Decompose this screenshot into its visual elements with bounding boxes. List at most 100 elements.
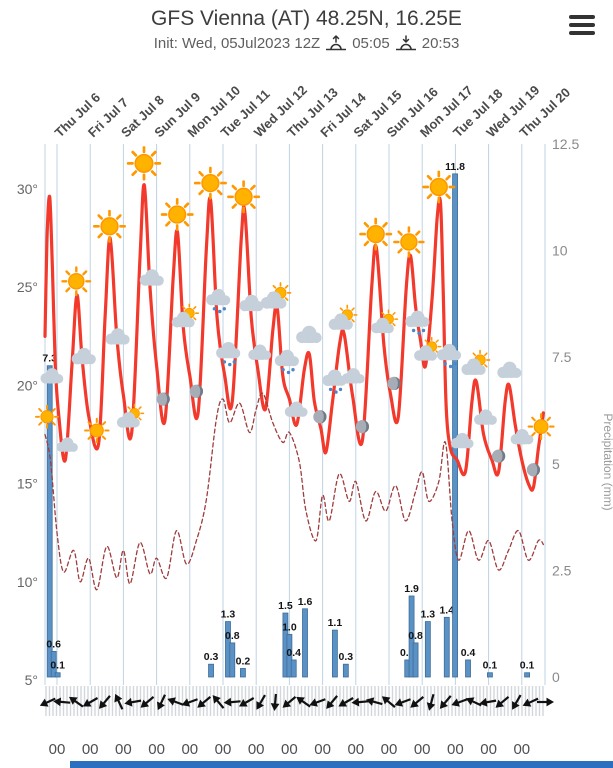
cloud-icon — [284, 401, 308, 418]
precip-bar — [50, 651, 57, 678]
moon-icon — [387, 376, 401, 391]
hour-label: 00 — [513, 741, 530, 758]
precip-bar-label: 0.3 — [204, 651, 219, 663]
sun-icon — [393, 226, 425, 258]
dew-point-line — [44, 392, 545, 591]
sun-icon — [359, 217, 393, 251]
precip-tick-label: 10 — [552, 243, 568, 259]
hamburger-icon — [569, 31, 595, 35]
precip-bar-label: 0.1 — [520, 660, 535, 672]
cloud-icon — [510, 428, 534, 445]
meteogram-chart: 7.30.60.10.31.30.80.21.51.00.41.61.10.3 0… — [17, 82, 613, 758]
precip-tick-label: 2.5 — [552, 562, 572, 578]
hour-label: 00 — [248, 741, 265, 758]
precip-bar — [465, 659, 471, 678]
precip-bar — [408, 595, 415, 678]
precip-bar-label: 0.8 — [408, 630, 423, 642]
sun-icon — [160, 197, 194, 232]
hour-label: 00 — [381, 741, 398, 758]
series-layer — [43, 183, 545, 591]
hour-label: 00 — [181, 741, 198, 758]
sunrise-icon — [326, 35, 347, 51]
sun-cloud-icon — [371, 310, 398, 333]
precip-bar-label: 1.4 — [439, 604, 454, 616]
precip-tick-label: 12.5 — [552, 136, 579, 152]
wind-arrow — [79, 693, 101, 712]
precip-bar — [443, 616, 450, 678]
sun-icon — [193, 166, 227, 200]
precip-bar-label: 0.2 — [236, 655, 251, 667]
hour-label: 00 — [115, 741, 132, 758]
precip-bar-label: 0.8 — [225, 630, 240, 642]
wind-arrow — [36, 693, 59, 711]
precip-bars-layer: 7.30.60.10.31.30.80.21.51.00.41.61.10.3 0… — [42, 161, 535, 678]
precip-tick-label: 0 — [552, 669, 560, 685]
precip-bar-label: 1.0 — [282, 621, 297, 633]
hour-label: 00 — [314, 741, 331, 758]
cloud-icon — [40, 368, 64, 384]
precip-bar-label: 0.4 — [461, 647, 476, 659]
precip-bar-label: 11.8 — [445, 161, 465, 173]
precip-bar-label: 1.5 — [278, 600, 293, 612]
precip-axis-title: Precipitation (mm) — [601, 413, 613, 510]
sun-cloud-icon — [329, 305, 357, 329]
cloud-icon — [71, 347, 96, 365]
cloud-icon — [341, 368, 365, 384]
temp-tick-label: 10° — [17, 574, 38, 590]
cloud-icon — [139, 269, 164, 286]
precip-bar — [524, 672, 531, 678]
sun-icon — [227, 180, 261, 214]
precip-bar-label: 0.4 — [286, 647, 301, 659]
precip-bar-label: 0.3 — [339, 651, 354, 663]
precip-bar-label: 1.6 — [298, 596, 313, 608]
cloud-icon — [105, 328, 130, 345]
sun-icon — [34, 404, 60, 429]
sunset-icon — [395, 35, 416, 51]
sunrise-time: 05:05 — [352, 35, 390, 52]
temperature-line — [43, 183, 545, 492]
precip-bar-label: 0.6 — [46, 638, 61, 650]
hour-label: 00 — [148, 741, 165, 758]
sun-cloud-icon — [461, 351, 489, 375]
precip-bar — [302, 608, 308, 678]
moon-icon — [355, 419, 370, 434]
hour-label: 00 — [281, 741, 298, 758]
sun-icon — [422, 170, 456, 204]
precip-bar-label: 0.1 — [50, 660, 65, 672]
hour-label: 00 — [414, 741, 431, 758]
precip-tick-label: 7.5 — [552, 349, 572, 365]
sun-cloud-icon — [261, 283, 290, 309]
precip-bar — [208, 663, 214, 678]
precip-bar-label: 1.9 — [404, 583, 419, 595]
wind-arrow — [268, 692, 282, 713]
temp-tick-label: 20° — [17, 377, 38, 393]
hour-label: 00 — [82, 741, 99, 758]
precip-bar — [240, 668, 246, 678]
temp-tick-label: 5° — [25, 672, 38, 688]
cloud-icon — [474, 409, 497, 425]
cloud-icon — [248, 344, 272, 361]
sun-cloud-icon — [117, 404, 144, 427]
wind-arrow — [278, 692, 300, 713]
sun-icon — [527, 413, 555, 441]
precip-bar — [290, 659, 297, 678]
wind-arrow — [110, 690, 128, 713]
footer-bar — [0, 761, 613, 768]
temp-tick-label: 25° — [17, 279, 38, 295]
moon-icon — [189, 384, 204, 398]
precip-bar-label: 0.1 — [483, 660, 498, 672]
precip-bar-label: 1.3 — [421, 609, 436, 621]
cloud-icon — [239, 294, 264, 312]
sun-cloud-icon — [172, 304, 199, 327]
sunset-time: 20:53 — [421, 35, 460, 52]
moon-icon — [526, 463, 541, 477]
precip-bar — [342, 663, 349, 678]
page-title: GFS Vienna (AT) 48.25N, 16.25E — [151, 7, 462, 30]
precip-bar-label: 1.3 — [221, 609, 236, 621]
precip-bar — [286, 633, 293, 678]
wind-arrow — [292, 692, 314, 712]
rain-cloud-icon — [206, 289, 230, 313]
precip-bar — [331, 629, 338, 678]
moon-icon — [156, 392, 170, 406]
menu-button[interactable] — [567, 13, 597, 37]
